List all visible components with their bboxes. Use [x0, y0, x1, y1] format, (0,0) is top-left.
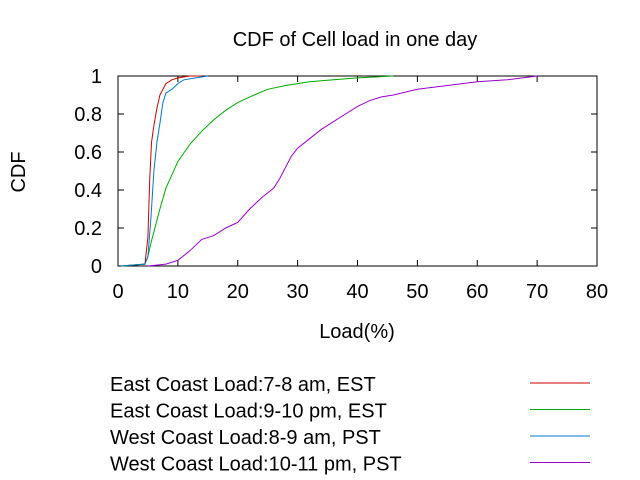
- legend: East Coast Load:7-8 am, EST East Coast Lo…: [110, 374, 590, 476]
- x-axis-label: Load(%): [319, 321, 395, 343]
- x-tick-label: 40: [346, 281, 368, 303]
- x-tick-label: 0: [112, 281, 123, 303]
- series-line-4: [147, 75, 538, 267]
- x-tick-label: 20: [227, 281, 249, 303]
- x-tick-label: 10: [167, 281, 189, 303]
- legend-entry-label: East Coast Load:7-8 am, EST: [110, 374, 376, 396]
- chart-title: CDF of Cell load in one day: [233, 29, 478, 51]
- legend-entry-label: West Coast Load:8-9 am, PST: [110, 427, 381, 449]
- y-tick-label: 0.6: [74, 142, 102, 164]
- y-tick-label: 0.2: [74, 218, 102, 240]
- series-lines: [120, 75, 538, 267]
- x-tick-label: 60: [466, 281, 488, 303]
- x-tick-label: 70: [526, 281, 548, 303]
- x-tick-label: 50: [406, 281, 428, 303]
- plot-area-border: [117, 75, 598, 267]
- x-tick-label: 30: [287, 281, 309, 303]
- y-tick-label: 0: [91, 256, 102, 278]
- y-tick-label: 0.4: [74, 180, 102, 202]
- series-line-1: [120, 75, 202, 267]
- y-tick-label: 0.8: [74, 104, 102, 126]
- x-tick-label: 80: [586, 281, 608, 303]
- series-line-2: [120, 75, 394, 267]
- legend-entry-label: East Coast Load:9-10 pm, EST: [110, 401, 387, 423]
- y-axis-label: CDF: [8, 151, 30, 192]
- axis-ticks: 0 10 20 30 40 50 60 70 80 0 0.2 0.4 0.6 0.8 1: [74, 66, 608, 303]
- legend-entry-label: West Coast Load:10-11 pm, PST: [110, 454, 402, 476]
- y-tick-label: 1: [91, 66, 102, 88]
- series-line-3: [120, 75, 208, 267]
